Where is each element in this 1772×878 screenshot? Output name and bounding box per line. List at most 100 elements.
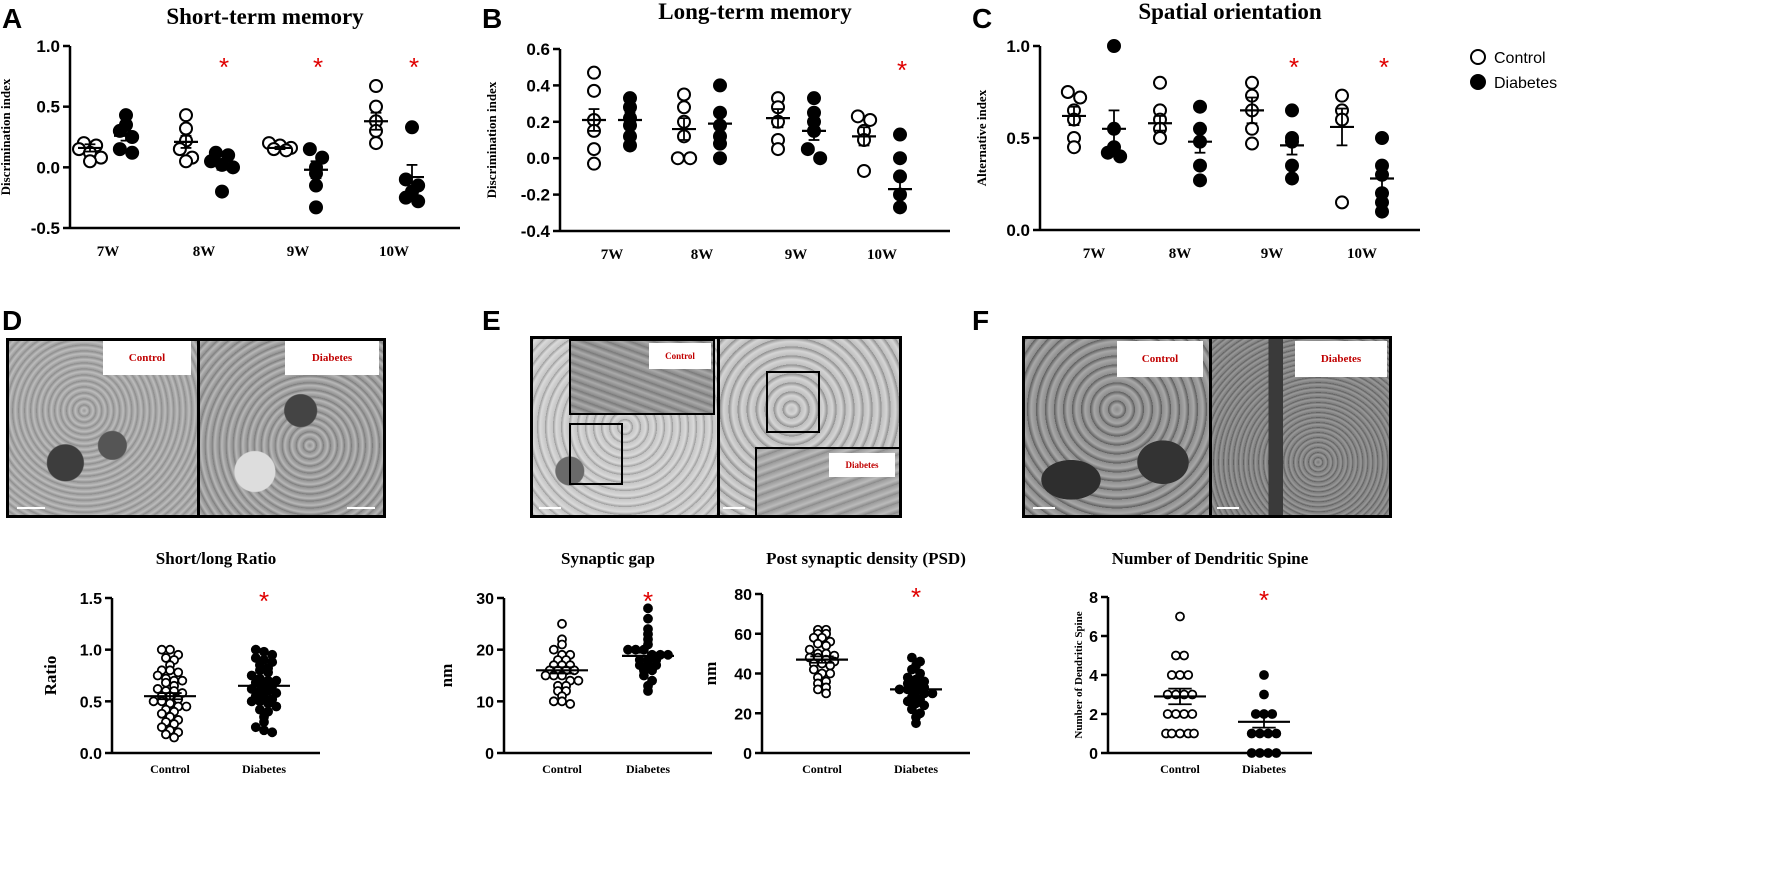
data-point-diabetes <box>215 184 229 199</box>
data-point-diabetes <box>639 670 649 681</box>
data-point-control <box>369 99 383 114</box>
data-point-diabetes <box>907 652 917 663</box>
y-tick-label: 20 <box>734 706 752 723</box>
data-point-diabetes <box>907 704 917 715</box>
data-point-control <box>813 638 823 649</box>
data-point-control <box>813 684 823 695</box>
data-point-control <box>548 644 559 655</box>
data-point-diabetes <box>911 718 921 729</box>
data-point-control <box>156 722 167 733</box>
data-point-control <box>557 639 567 650</box>
y-tick-label: 0 <box>485 746 494 763</box>
data-point-control <box>548 696 559 707</box>
y-tick-label: 10 <box>476 694 494 711</box>
data-point-diabetes <box>1259 689 1269 700</box>
data-point-diabetes <box>919 700 930 711</box>
y-tick-label: 1.0 <box>1006 37 1030 56</box>
data-point-diabetes <box>250 644 261 655</box>
em-divider-f <box>1209 339 1212 515</box>
data-point-diabetes <box>623 138 637 153</box>
data-point-control <box>1153 75 1167 90</box>
y-tick-label: 40 <box>734 667 752 684</box>
significance-asterisk: * <box>1289 52 1299 82</box>
data-point-control <box>1166 670 1177 680</box>
data-point-control <box>1187 709 1198 719</box>
y-tick-label: -0.2 <box>521 186 550 205</box>
data-point-diabetes <box>713 78 727 93</box>
data-point-diabetes <box>713 136 727 151</box>
data-point-control <box>821 640 831 651</box>
data-point-diabetes <box>1113 149 1128 164</box>
y-tick-label: 0.0 <box>526 149 550 168</box>
y-tick-label: 0.5 <box>36 98 60 117</box>
data-point-diabetes <box>623 644 633 655</box>
chart-D-chart: Short/long Ratio 0.0 0.5 1.0 1.5 Ratio Control… <box>41 549 320 776</box>
y-tick-label: 30 <box>476 591 494 608</box>
data-point-diabetes <box>639 644 649 655</box>
y-tick-label: -0.5 <box>31 219 60 238</box>
data-point-diabetes <box>1255 728 1265 739</box>
y-tick-label: 0.5 <box>1006 129 1030 148</box>
x-tick-label: 9W <box>287 244 310 260</box>
chart-B: Long-term memory -0.4 -0.2 0.0 0.2 0.4 0.6 Disc… <box>484 0 950 263</box>
data-point-diabetes <box>813 151 828 166</box>
chart-title: Post synaptic density (PSD) <box>766 549 966 568</box>
y-tick-label: 0.6 <box>526 40 550 59</box>
scale-bar-d-left <box>17 507 45 509</box>
x-tick-label: 10W <box>867 247 897 263</box>
data-point-control <box>156 644 167 655</box>
data-point-control <box>1073 90 1088 105</box>
y-tick-label: 2 <box>1089 707 1098 724</box>
chart-title: Number of Dendritic Spine <box>1112 549 1309 568</box>
data-point-diabetes <box>246 670 257 681</box>
data-point-diabetes <box>647 665 657 676</box>
chart-title: Synaptic gap <box>561 549 655 568</box>
legend: Control Diabetes <box>1470 49 1557 92</box>
data-point-diabetes <box>411 194 426 209</box>
significance-asterisk: * <box>1379 52 1389 82</box>
x-tick-label: 9W <box>1261 246 1284 262</box>
y-axis-label: Ratio <box>41 656 60 696</box>
inset-box-control <box>569 339 715 415</box>
data-point-diabetes <box>259 725 269 736</box>
roi-box-control <box>569 423 623 485</box>
data-point-control <box>1245 136 1259 151</box>
data-point-control <box>1060 85 1075 99</box>
panel-letter-e: E <box>482 305 501 336</box>
y-tick-label: 60 <box>734 627 752 644</box>
data-point-control <box>677 87 691 102</box>
em-label-e-control: Control <box>649 343 711 369</box>
data-point-diabetes <box>893 151 907 166</box>
em-panel-f: Control Diabetes <box>1022 336 1392 518</box>
data-point-control <box>160 729 171 740</box>
data-point-control <box>677 100 691 115</box>
data-point-control <box>165 665 175 676</box>
y-tick-label: 6 <box>1089 629 1098 646</box>
data-point-control <box>557 696 567 707</box>
x-tick-label: Diabetes <box>626 762 670 776</box>
data-point-diabetes <box>271 701 282 712</box>
data-point-diabetes <box>267 727 278 738</box>
x-tick-label: Diabetes <box>242 762 286 776</box>
data-point-control <box>152 670 163 681</box>
em-label-d-diabetes: Diabetes <box>285 341 379 375</box>
panel-letter-b: B <box>482 3 502 34</box>
data-point-diabetes <box>259 717 269 727</box>
data-point-control <box>1175 670 1185 680</box>
data-point-diabetes <box>1255 748 1265 758</box>
y-axis-label: Alternative index <box>974 89 989 186</box>
y-tick-label: 0 <box>743 746 752 763</box>
x-tick-label: 7W <box>1083 246 1106 262</box>
data-point-diabetes <box>309 178 323 193</box>
x-tick-label: 7W <box>97 244 120 260</box>
y-tick-label: 1.5 <box>80 591 102 608</box>
data-point-diabetes <box>643 603 653 614</box>
data-point-diabetes <box>1193 173 1207 188</box>
data-point-control <box>83 154 97 169</box>
data-point-control <box>165 644 175 655</box>
data-point-diabetes <box>1263 748 1273 758</box>
data-point-control <box>1179 709 1189 719</box>
x-tick-label: Diabetes <box>1242 762 1286 776</box>
data-point-control <box>808 664 819 675</box>
data-point-diabetes <box>246 696 257 707</box>
